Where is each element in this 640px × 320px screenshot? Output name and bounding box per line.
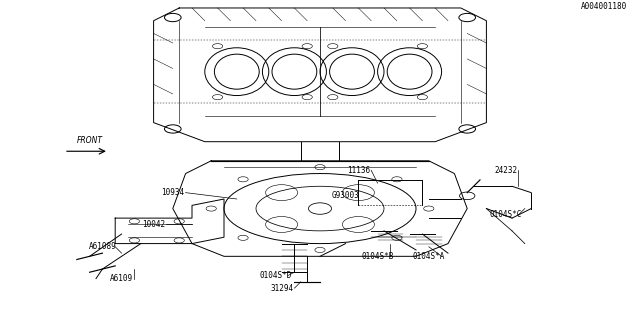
Text: 31294: 31294: [270, 284, 293, 293]
Text: FRONT: FRONT: [77, 136, 102, 145]
Text: 10934: 10934: [161, 188, 184, 197]
Text: 0104S*B: 0104S*B: [362, 252, 394, 261]
Text: A61089: A61089: [88, 242, 116, 251]
Text: 0104S*C: 0104S*C: [490, 211, 522, 220]
Text: 11136: 11136: [347, 166, 370, 175]
Text: 24232: 24232: [494, 166, 517, 175]
Text: A004001180: A004001180: [581, 2, 627, 11]
Text: 0104S*A: 0104S*A: [413, 252, 445, 261]
Text: 10042: 10042: [142, 220, 165, 229]
Text: A6109: A6109: [110, 274, 133, 283]
Text: G93003: G93003: [332, 191, 360, 200]
Text: 0104S*D: 0104S*D: [259, 271, 291, 280]
